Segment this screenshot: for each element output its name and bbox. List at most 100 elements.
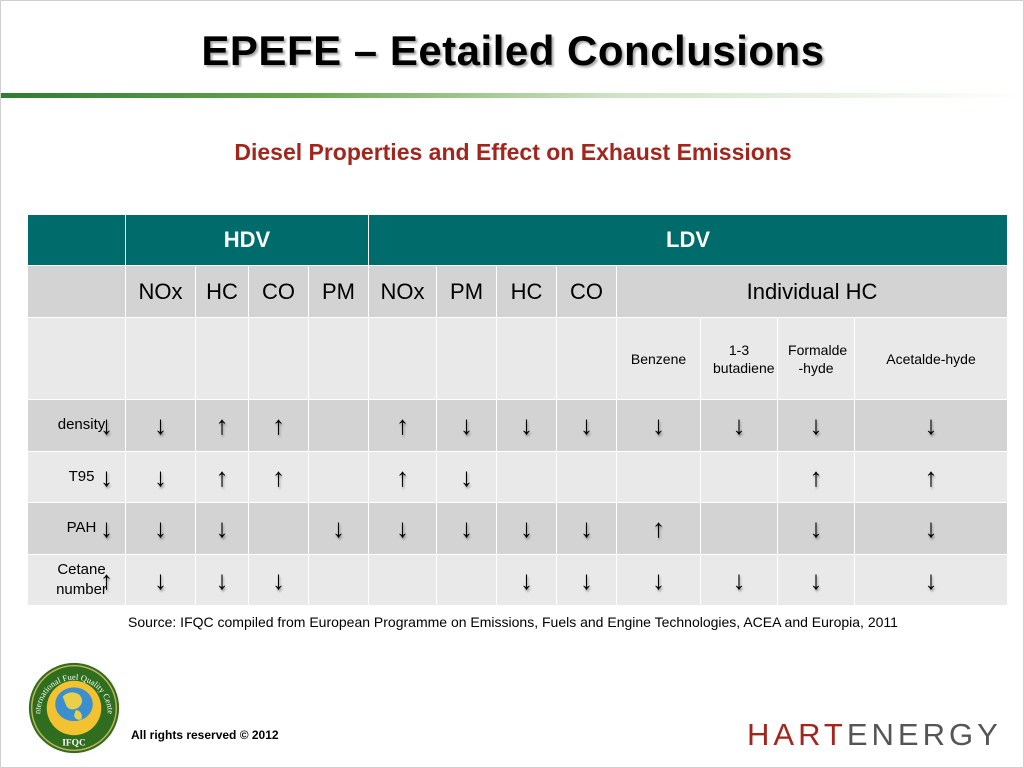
hc-component-row: Benzene 1-3 butadiene Formalde -hyde Ace…	[27, 316, 1009, 401]
data-rows: density ↓ ↓ ↑ ↑ ↑ ↓ ↓ ↓ ↓ ↓ ↓ ↓ T95 ↓ ↓ ↑ ↑ ↑ ↓ ↑ ↑ PAH ↓ ↓ ↓ ↓ ↓ ↓ ↓…	[27, 399, 1009, 607]
table-cell	[496, 450, 558, 504]
arrow-down-icon: ↓	[580, 410, 594, 441]
table-cell	[616, 450, 702, 504]
arrow-down-icon: ↓	[580, 513, 594, 544]
title-divider	[1, 93, 1024, 98]
slide-title: EPEFE – Eetailed Conclusions	[201, 27, 825, 74]
table-row: PAH ↓ ↓ ↓ ↓ ↓ ↓ ↓ ↓ ↑ ↓ ↓	[27, 502, 1009, 555]
table-cell	[700, 450, 779, 504]
table-cell: ↓	[436, 502, 498, 555]
table-cell: ↓	[556, 553, 618, 607]
table-cell	[436, 553, 498, 607]
arrow-down-icon: ↓	[154, 564, 167, 595]
arrow-down-icon: ↓	[520, 410, 534, 441]
table-cell: ↓	[248, 553, 309, 607]
table-cell: ↓	[700, 399, 779, 452]
hc-header-acetaldehyde: Acetalde-hyde	[854, 316, 1009, 401]
group-header-ldv: LDV	[368, 213, 1009, 267]
arrow-down-icon: ↓	[652, 410, 666, 441]
table-cell: ↑	[248, 450, 309, 504]
hc-blank	[27, 316, 126, 401]
arrow-down-icon: ↓	[215, 564, 229, 595]
arrow-down-icon: ↓	[460, 513, 474, 544]
arrow-down-icon: ↓	[520, 564, 534, 595]
table-cell: ↑	[368, 450, 438, 504]
row-label: T95	[68, 467, 95, 485]
arrow-down-icon: ↓	[100, 513, 113, 544]
col-header-ldv-hc: HC	[496, 265, 558, 318]
ifqc-logo: International Fuel Quality Center IFQC	[27, 661, 120, 754]
table-row: density ↓ ↓ ↑ ↑ ↑ ↓ ↓ ↓ ↓ ↓ ↓ ↓	[27, 399, 1009, 452]
brand-energy: ENERGY	[846, 717, 1002, 752]
group-header-row: HDV LDV	[27, 213, 1009, 267]
copyright-text: All rights reserved © 2012	[131, 728, 279, 742]
row-label: PAH	[66, 519, 97, 537]
row-label: Cetane number	[56, 560, 107, 598]
arrow-down-icon: ↓	[100, 461, 113, 492]
table-cell	[307, 553, 370, 607]
hc-blank	[125, 316, 196, 401]
table-cell: ↓	[700, 553, 779, 607]
table-cell: ↓	[496, 553, 558, 607]
hc-blank	[307, 316, 370, 401]
arrow-up-icon: ↑	[924, 461, 938, 492]
table-cell: ↓	[777, 502, 856, 555]
hc-blank	[496, 316, 558, 401]
arrow-up-icon: ↑	[215, 461, 229, 492]
source-note: Source: IFQC compiled from European Prog…	[128, 614, 898, 630]
arrow-down-icon: ↓	[332, 513, 345, 544]
table-cell: ↓	[307, 502, 370, 555]
slide-subtitle: Diesel Properties and Effect on Exhaust …	[234, 139, 792, 165]
corner-cell	[27, 213, 126, 267]
arrow-down-icon: ↓	[924, 410, 938, 441]
table-cell: ↓	[556, 502, 618, 555]
hc-blank	[368, 316, 438, 401]
subheader-blank	[27, 265, 126, 318]
table-cell: ↑	[777, 450, 856, 504]
arrow-up-icon: ↑	[396, 410, 410, 441]
table-cell: ↓	[195, 553, 249, 607]
arrow-up-icon: ↑	[215, 410, 229, 441]
table-cell: ↓	[854, 553, 1009, 607]
hc-header-formaldehyde: Formalde -hyde	[777, 316, 856, 401]
table-cell: ↓	[436, 450, 498, 504]
table-cell: ↓	[195, 502, 249, 555]
row-label-cell: PAH ↓	[27, 502, 126, 555]
table-cell: ↓	[777, 553, 856, 607]
logo-abbrev: IFQC	[62, 739, 86, 749]
table-cell: ↑	[195, 399, 249, 452]
table-cell: ↓	[496, 502, 558, 555]
arrow-down-icon: ↓	[272, 564, 285, 595]
hc-header-butadiene: 1-3 butadiene	[700, 316, 779, 401]
arrow-down-icon: ↓	[732, 410, 746, 441]
table-cell: ↓	[616, 399, 702, 452]
arrow-down-icon: ↓	[809, 513, 823, 544]
table-cell	[307, 450, 370, 504]
col-header-ldv-co: CO	[556, 265, 618, 318]
brand-hart: HART	[747, 717, 847, 752]
table-cell	[368, 553, 438, 607]
subheader-row: NOx HC CO PM NOx PM HC CO Individual HC	[27, 265, 1009, 318]
table-cell: ↑	[248, 399, 309, 452]
table-cell: ↓	[854, 502, 1009, 555]
arrow-down-icon: ↓	[154, 461, 167, 492]
table-cell: ↓	[496, 399, 558, 452]
col-header-hdv-hc: HC	[195, 265, 249, 318]
arrow-up-icon: ↑	[272, 410, 285, 441]
hc-blank	[195, 316, 249, 401]
table-cell: ↓	[125, 553, 196, 607]
hc-blank	[248, 316, 309, 401]
row-label-cell: density ↓	[27, 399, 126, 452]
arrow-down-icon: ↓	[652, 564, 666, 595]
arrow-down-icon: ↓	[732, 564, 746, 595]
arrow-up-icon: ↑	[100, 564, 113, 595]
table-cell: ↓	[368, 502, 438, 555]
arrow-down-icon: ↓	[460, 461, 474, 492]
arrow-down-icon: ↓	[580, 564, 594, 595]
table-cell: ↓	[777, 399, 856, 452]
arrow-down-icon: ↓	[154, 513, 167, 544]
table-cell: ↓	[616, 553, 702, 607]
arrow-down-icon: ↓	[809, 564, 823, 595]
arrow-down-icon: ↓	[924, 564, 938, 595]
